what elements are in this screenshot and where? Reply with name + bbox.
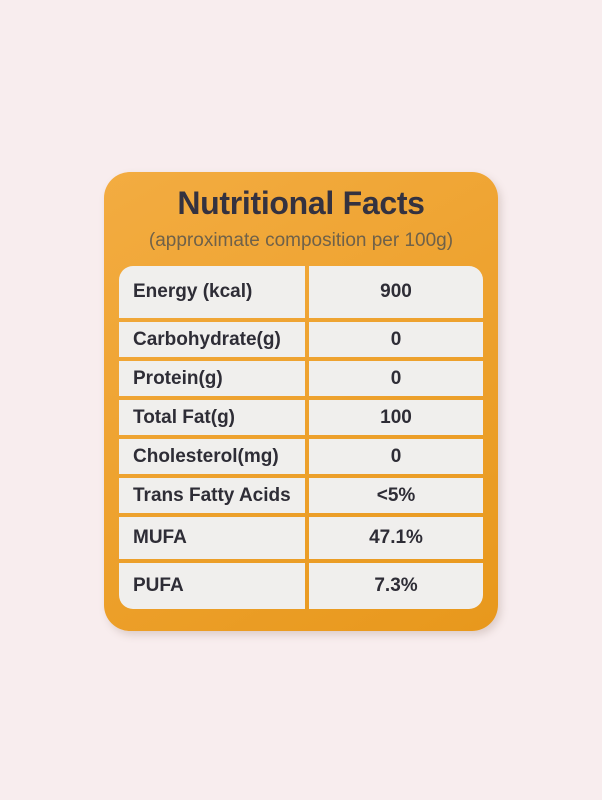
nutrient-value: 0 [309,361,483,396]
nutrient-value: 47.1% [309,517,483,559]
nutrient-value: <5% [309,478,483,513]
nutrition-table: Energy (kcal) 900 Carbohydrate(g) 0 Prot… [119,266,483,609]
nutrient-value: 100 [309,400,483,435]
nutrient-name: Energy (kcal) [119,266,305,318]
nutrient-value: 0 [309,439,483,474]
nutrient-name: Trans Fatty Acids [119,478,305,513]
nutrient-value: 900 [309,266,483,318]
label-title: Nutritional Facts [177,185,425,221]
label-subtitle: (approximate composition per 100g) [148,230,454,251]
nutrition-label-card: Nutritional Facts (approximate compositi… [104,172,498,631]
nutrient-name: PUFA [119,563,305,609]
nutrient-name: Cholesterol(mg) [119,439,305,474]
nutrient-name: Carbohydrate(g) [119,322,305,357]
nutrient-name: Protein(g) [119,361,305,396]
nutrient-name: MUFA [119,517,305,559]
nutrient-value: 7.3% [309,563,483,609]
nutrient-value: 0 [309,322,483,357]
nutrient-name: Total Fat(g) [119,400,305,435]
